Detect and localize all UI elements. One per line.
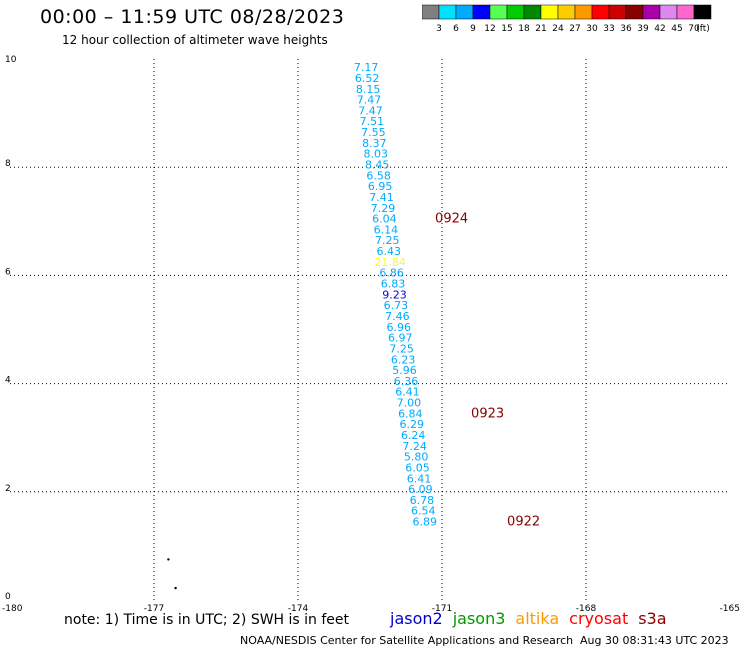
- y-tick-label: 2: [5, 484, 11, 494]
- y-tick-label: 8: [5, 159, 11, 169]
- y-tick-label: 10: [5, 55, 17, 65]
- time-label: 0923: [471, 406, 504, 421]
- wave-height-label: 6.36: [394, 375, 419, 388]
- wave-height-label: 6.86: [379, 267, 404, 280]
- legend-unit: (ft): [696, 24, 710, 34]
- legend-label: 21: [535, 24, 546, 34]
- wave-height-label: 8.03: [364, 148, 389, 161]
- wave-height-label: 6.24: [401, 429, 426, 442]
- legend-label: 70: [688, 24, 700, 34]
- legend-label: 24: [552, 24, 564, 34]
- wave-height-label: 6.95: [368, 180, 393, 193]
- wave-height-label: 6.54: [411, 505, 436, 518]
- wave-height-label: 8.15: [356, 83, 381, 96]
- wave-height-label: 7.29: [371, 202, 396, 215]
- legend-label: 27: [569, 24, 580, 34]
- satellite-cryosat: cryosat: [569, 609, 629, 628]
- legend-label: 3: [436, 24, 442, 34]
- legend-label: 18: [518, 24, 530, 34]
- wave-height-label: 7.17: [354, 61, 379, 74]
- wave-height-label: 6.96: [387, 321, 412, 334]
- legend-label: 33: [603, 24, 614, 34]
- wave-height-label: 7.24: [402, 440, 427, 453]
- legend-label: 9: [470, 24, 476, 34]
- legend-label: 30: [586, 24, 598, 34]
- legend-label: 45: [671, 24, 682, 34]
- time-label: 0924: [435, 212, 468, 227]
- wave-height-label: 7.46: [385, 310, 410, 323]
- wave-height-label: 6.52: [355, 72, 380, 85]
- footer-note: note: 1) Time is in UTC; 2) SWH is in fe…: [64, 612, 350, 628]
- data-dot: [167, 558, 170, 561]
- y-tick-label: 0: [5, 592, 11, 602]
- wave-height-label: 9.23: [382, 288, 407, 301]
- wave-height-label: 6.83: [381, 278, 406, 291]
- wave-height-label: 7.51: [360, 115, 385, 128]
- legend-swatch: [693, 4, 712, 20]
- x-tick-label: -177: [144, 604, 164, 614]
- wave-height-label: 6.14: [374, 223, 399, 236]
- credit-timestamp: Aug 30 08:31:43 UTC 2023: [580, 634, 729, 647]
- y-tick-label: 4: [5, 376, 11, 386]
- wave-height-label: 6.05: [405, 461, 430, 474]
- wave-height-label: 8.45: [365, 158, 390, 171]
- wave-height-label: 6.41: [395, 386, 420, 399]
- y-tick-label: 6: [5, 267, 11, 277]
- satellite-jason2: jason2: [390, 609, 443, 628]
- wave-height-label: 6.78: [410, 494, 435, 507]
- wave-height-label: 7.47: [357, 94, 382, 107]
- wave-height-label: 7.47: [358, 104, 383, 117]
- x-tick-label: -174: [288, 604, 309, 614]
- data-dot: [174, 586, 177, 590]
- wave-height-label: 6.58: [366, 169, 391, 182]
- legend-label: 36: [620, 24, 632, 34]
- wave-height-label: 6.41: [407, 472, 432, 485]
- wave-height-label: 7.00: [397, 397, 422, 410]
- satellite-altika: altika: [515, 609, 560, 628]
- wave-height-label: 6.09: [408, 483, 433, 496]
- x-tick-label: -171: [432, 604, 452, 614]
- legend-label: 42: [654, 24, 665, 34]
- legend-label: 39: [637, 24, 649, 34]
- wave-height-label: 6.23: [391, 353, 416, 366]
- color-legend: 3 6 9 12 15 18 21 24 27 30 33 36 39 42 45 70(ft): [422, 4, 712, 34]
- wave-height-label: 21.84: [374, 256, 406, 269]
- time-label: 0922: [507, 515, 540, 530]
- wave-height-label: 6.84: [398, 407, 423, 420]
- x-tick-label: -168: [576, 604, 597, 614]
- wave-height-label: 7.25: [375, 234, 400, 247]
- wave-height-label: 7.55: [361, 126, 386, 139]
- wave-height-label: 6.43: [376, 245, 401, 258]
- credit-text: NOAA/NESDIS Center for Satellite Applica…: [240, 634, 574, 647]
- satellite-legend: jason2 jason3 altika cryosat s3a: [390, 609, 677, 628]
- x-tick-label: -165: [720, 604, 740, 614]
- x-tick-label: -180: [2, 604, 23, 614]
- wave-height-label: 6.29: [400, 418, 425, 431]
- wave-height-label: 7.25: [389, 342, 414, 355]
- wave-height-label: 7.41: [369, 191, 394, 204]
- legend-label: 6: [453, 24, 459, 34]
- legend-label: 12: [484, 24, 495, 34]
- chart-subtitle: 12 hour collection of altimeter wave hei…: [62, 33, 328, 47]
- satellite-jason3: jason3: [452, 609, 506, 628]
- wave-height-label: 5.96: [392, 364, 417, 377]
- satellite-s3a: s3a: [638, 609, 667, 628]
- wave-height-label: 6.73: [384, 299, 409, 312]
- chart-title: 00:00 – 11:59 UTC 08/28/2023: [40, 6, 345, 28]
- wave-height-label: 8.37: [362, 137, 387, 150]
- wave-height-label: 6.04: [372, 213, 397, 226]
- wave-height-label: 5.80: [404, 451, 429, 464]
- wave-height-label: 6.97: [388, 332, 413, 345]
- wave-height-label: 6.89: [412, 516, 437, 529]
- legend-label: 15: [501, 24, 512, 34]
